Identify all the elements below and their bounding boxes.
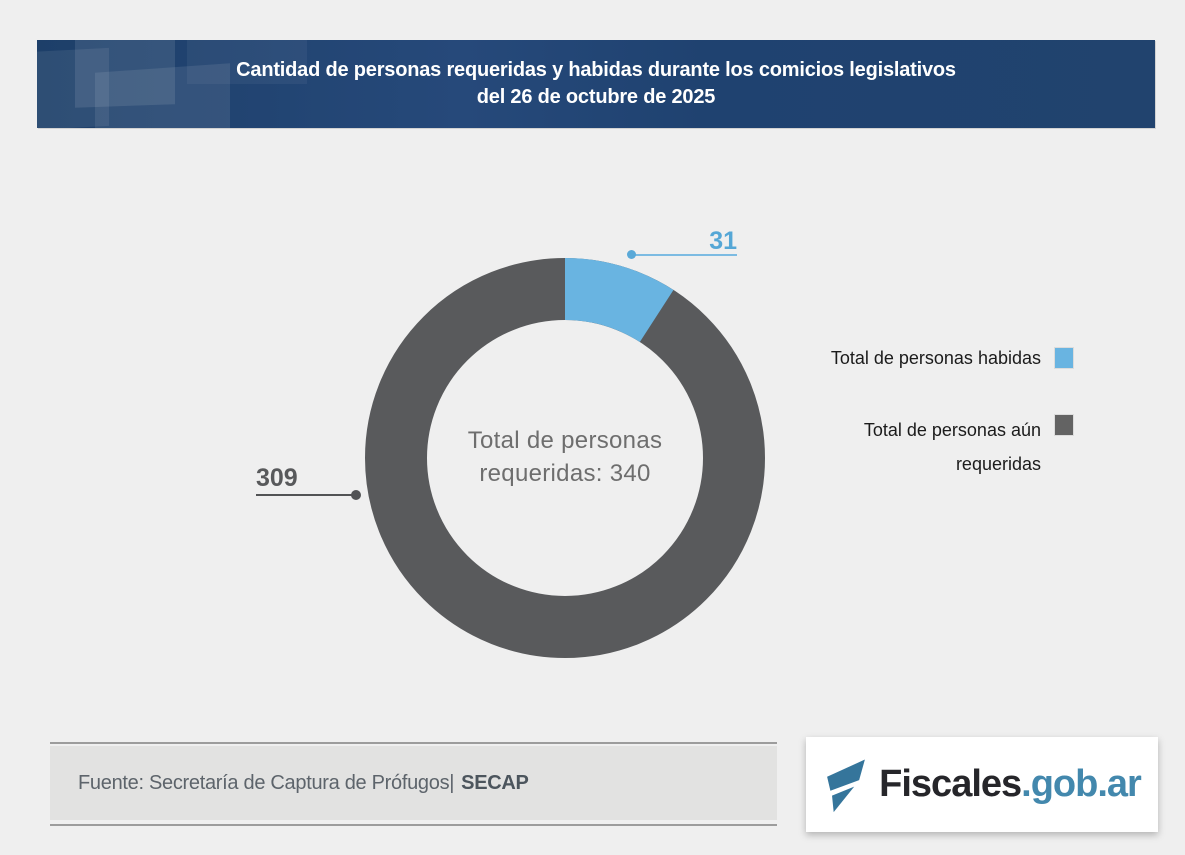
header-decoration-square <box>187 40 307 84</box>
legend-swatch-habidas <box>1054 347 1074 369</box>
legend-item-habidas: Total de personas habidas <box>831 346 1074 370</box>
donut-center-label: Total de personas requeridas: 340 <box>415 424 715 490</box>
footer-divider-bottom <box>50 824 777 826</box>
donut-habidas-arc <box>365 258 765 658</box>
callout-habidas-value: 31 <box>709 227 737 255</box>
callout-requeridas-leader-dot <box>351 490 361 500</box>
legend-label-requeridas-line1: Total de personas aún <box>863 420 1041 440</box>
logo-text-blue: .gob.ar <box>1021 763 1142 805</box>
footer-divider-top <box>50 742 777 744</box>
logo-text-dark: Fiscales <box>879 763 1022 805</box>
callout-habidas-leader-dot <box>627 250 636 259</box>
legend-label-requeridas-line2: requeridas <box>955 454 1041 474</box>
callout-requeridas-value: 309 <box>256 464 298 492</box>
page-title: Cantidad de personas requeridas y habida… <box>37 57 1155 111</box>
header-band: Cantidad de personas requeridas y habida… <box>37 40 1155 128</box>
callout-habidas-leader-line <box>632 254 737 256</box>
fiscales-logo: Fiscales.gob.ar <box>806 737 1158 832</box>
fiscales-flag-icon <box>827 759 866 812</box>
fiscales-logo-text: Fiscales.gob.ar <box>879 763 1142 806</box>
legend-label-requeridas: Total de personas aún requeridas <box>864 413 1041 481</box>
source-text-secap: SECAP <box>461 771 529 794</box>
source-text: Fuente: Secretaría de Captura de Prófugo… <box>78 771 455 794</box>
legend-label-habidas: Total de personas habidas <box>830 348 1041 368</box>
donut-center-label-line2: requeridas: 340 <box>479 460 651 487</box>
donut-center-label-line1: Total de personas <box>467 427 663 454</box>
legend-swatch-requeridas <box>1054 414 1074 436</box>
callout-requeridas-leader-line <box>256 494 356 496</box>
page-title-line1: Cantidad de personas requeridas y habida… <box>236 59 956 81</box>
legend-item-requeridas: Total de personas aún requeridas <box>864 413 1074 481</box>
source-box: Fuente: Secretaría de Captura de Prófugo… <box>50 746 777 820</box>
donut-chart <box>365 258 765 658</box>
page-title-line2: del 26 de octubre de 2025 <box>476 86 716 108</box>
